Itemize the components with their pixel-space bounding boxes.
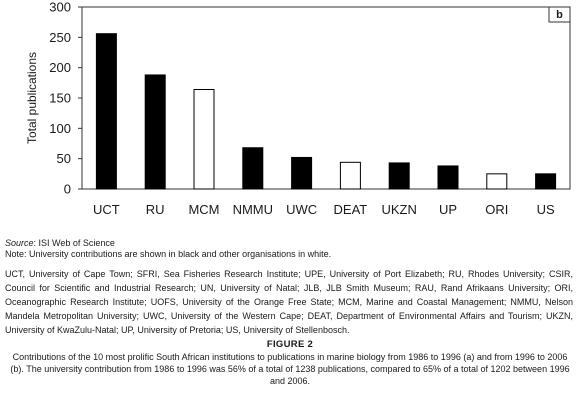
figure-caption: Contributions of the 10 most prolific So… [10, 352, 570, 386]
x-tick-label: NMMU [233, 202, 273, 217]
bars-group [95, 33, 557, 190]
abbreviations-text: UCT, University of Cape Town; SFRI, Sea … [5, 269, 573, 335]
y-tick-label: 200 [49, 60, 71, 75]
bar-uwc [291, 156, 313, 190]
y-tick-label: 300 [49, 0, 71, 15]
source-line: Source: ISI Web of Science [5, 238, 575, 249]
figure-title: FIGURE 2 [266, 339, 314, 350]
y-tick-label: 50 [57, 151, 71, 166]
x-tick-label: UKZN [382, 202, 417, 217]
panel-label: b [556, 9, 563, 21]
bar-ukzn [388, 162, 410, 190]
bar-ori [486, 173, 508, 190]
y-tick-label: 150 [49, 91, 71, 106]
y-tick-label: 250 [49, 30, 71, 45]
x-tick-label: RU [146, 202, 165, 217]
x-tick-label: ORI [485, 202, 508, 217]
bar-nmmu [242, 147, 264, 190]
x-tick-label: UP [439, 202, 457, 217]
y-tick-label: 0 [64, 182, 71, 197]
x-tick-label: UCT [93, 202, 120, 217]
x-axis-labels: UCT RU MCM NMMU UWC DEAT UKZN UP ORI US [93, 202, 555, 217]
source-text: : ISI Web of Science [33, 238, 115, 248]
bar-up [437, 165, 459, 190]
chart-notes: Source: ISI Web of Science Note: Univers… [5, 238, 575, 260]
source-label: Source [5, 238, 34, 248]
y-axis-ticks: 0 50 100 150 200 250 300 [49, 0, 82, 197]
panel-label-box [548, 6, 571, 23]
bar-chart: b Total publications 0 50 100 150 200 250 300 … [25, 0, 571, 217]
y-axis-label: Total publications [25, 52, 39, 144]
x-tick-label: DEAT [334, 202, 368, 217]
bar-ru [144, 74, 166, 190]
chart-svg: b Total publications 050100150200250300 … [25, 0, 571, 217]
x-tick-label: US [537, 202, 555, 217]
bar-uct [95, 33, 117, 190]
x-tick-label: MCM [188, 202, 219, 217]
x-tick-label: UWC [286, 202, 317, 217]
bar-deat [339, 161, 361, 190]
bar-us [535, 173, 557, 190]
y-tick-label: 100 [49, 121, 71, 136]
bar-mcm [193, 89, 215, 190]
note-line: Note: University contributions are shown… [5, 249, 332, 259]
